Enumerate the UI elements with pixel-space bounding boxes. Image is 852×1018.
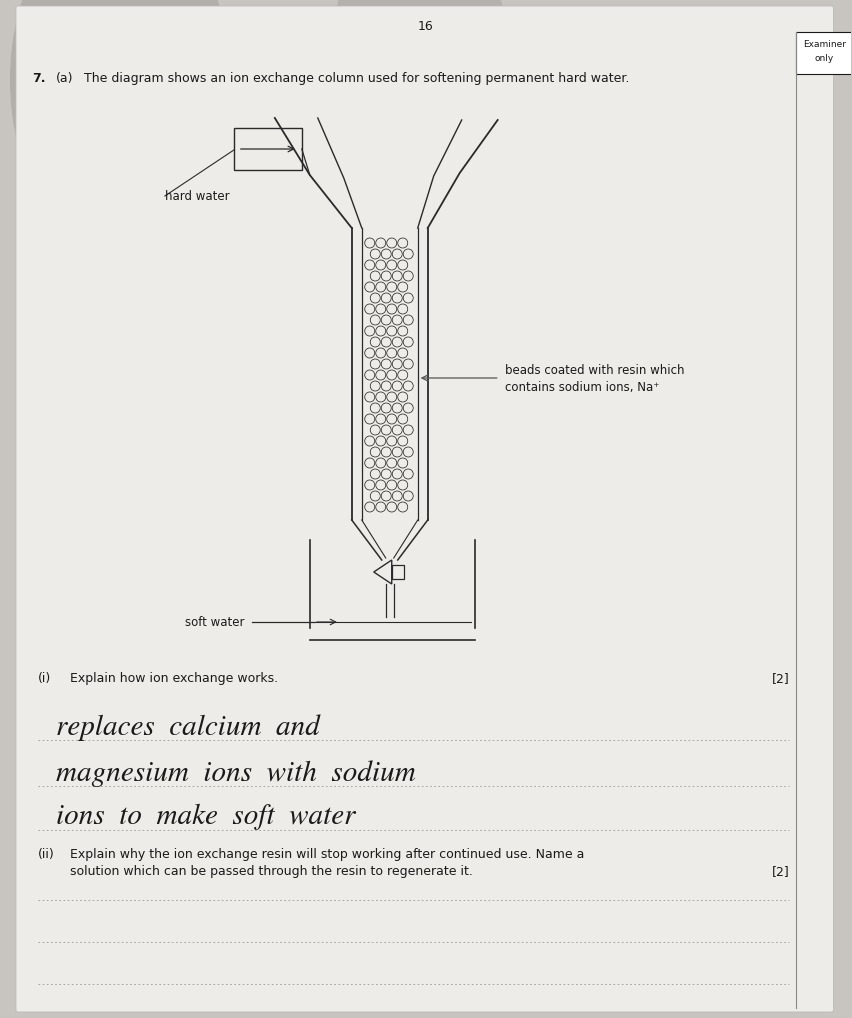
- Polygon shape: [352, 520, 428, 560]
- Polygon shape: [374, 560, 392, 584]
- Text: beads coated with resin which: beads coated with resin which: [504, 363, 684, 377]
- Ellipse shape: [10, 0, 230, 254]
- Text: Explain how ion exchange works.: Explain how ion exchange works.: [70, 672, 278, 685]
- Bar: [233, 128, 302, 170]
- Ellipse shape: [330, 0, 509, 200]
- Text: The diagram shows an ion exchange column used for softening permanent hard water: The diagram shows an ion exchange column…: [84, 72, 630, 84]
- Text: 7.: 7.: [32, 72, 45, 84]
- Text: soft water: soft water: [185, 616, 245, 628]
- Bar: [392, 565, 404, 579]
- Text: 16: 16: [417, 19, 434, 33]
- Text: Explain why the ion exchange resin will stop working after continued use. Name a: Explain why the ion exchange resin will …: [70, 848, 584, 861]
- Text: hard water: hard water: [165, 189, 229, 203]
- Text: replaces  calcium  and: replaces calcium and: [56, 714, 320, 741]
- Text: Examiner: Examiner: [803, 40, 846, 49]
- FancyBboxPatch shape: [16, 6, 833, 1012]
- Text: (ii): (ii): [38, 848, 55, 861]
- Text: contains sodium ions, Na⁺: contains sodium ions, Na⁺: [504, 381, 659, 394]
- Text: magnesium  ions  with  sodium: magnesium ions with sodium: [56, 760, 416, 787]
- Text: (i): (i): [38, 672, 51, 685]
- Text: (a): (a): [56, 72, 73, 84]
- Bar: [797, 32, 852, 74]
- Text: ions  to  make  soft  water: ions to make soft water: [56, 804, 355, 831]
- Text: only: only: [815, 54, 834, 62]
- Text: [2]: [2]: [772, 865, 790, 878]
- Text: [2]: [2]: [772, 672, 790, 685]
- Text: solution which can be passed through the resin to regenerate it.: solution which can be passed through the…: [70, 865, 473, 878]
